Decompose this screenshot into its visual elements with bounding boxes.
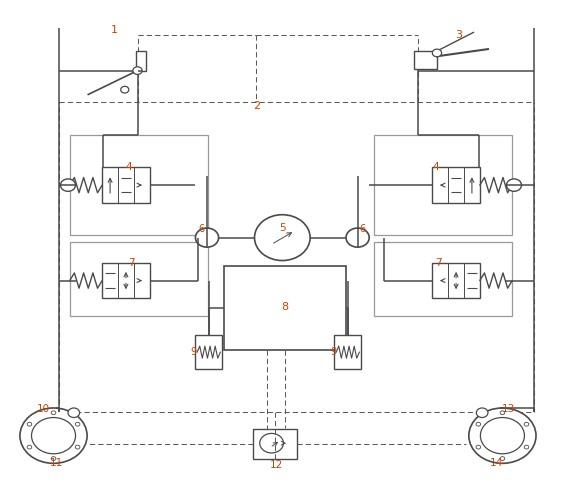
Circle shape — [506, 179, 521, 192]
Bar — [432, 167, 480, 203]
Bar — [335, 336, 361, 369]
Text: 7: 7 — [435, 258, 442, 268]
Circle shape — [432, 49, 442, 57]
Bar — [414, 51, 437, 69]
Circle shape — [51, 456, 56, 460]
Text: 3: 3 — [456, 30, 463, 40]
Circle shape — [260, 433, 283, 453]
Circle shape — [500, 411, 505, 415]
Text: 5: 5 — [279, 223, 286, 233]
Circle shape — [27, 422, 32, 426]
Circle shape — [500, 456, 505, 460]
Circle shape — [476, 422, 481, 426]
Text: 4: 4 — [432, 162, 439, 172]
Circle shape — [480, 418, 524, 454]
Bar — [70, 135, 208, 235]
Text: 10: 10 — [37, 405, 50, 414]
Bar — [374, 135, 512, 235]
Circle shape — [51, 411, 56, 415]
Bar — [102, 263, 150, 299]
Text: 14: 14 — [490, 458, 503, 468]
Circle shape — [476, 445, 481, 449]
Bar — [432, 263, 480, 299]
Circle shape — [254, 215, 310, 261]
Bar — [136, 50, 146, 71]
Circle shape — [469, 408, 536, 463]
Circle shape — [524, 422, 529, 426]
Circle shape — [31, 418, 76, 454]
Text: 11: 11 — [50, 458, 63, 468]
Text: 6: 6 — [359, 224, 365, 234]
Text: 6: 6 — [198, 224, 205, 234]
Circle shape — [20, 408, 87, 463]
Bar — [102, 167, 150, 203]
Text: 9: 9 — [330, 347, 336, 357]
Circle shape — [120, 86, 129, 93]
Circle shape — [61, 179, 76, 192]
Circle shape — [75, 445, 80, 449]
Text: 1: 1 — [111, 25, 118, 35]
Circle shape — [196, 228, 219, 247]
Text: 4: 4 — [126, 162, 132, 172]
Text: 12: 12 — [270, 460, 283, 470]
Text: 13: 13 — [502, 405, 515, 414]
Circle shape — [346, 228, 369, 247]
Bar — [374, 242, 512, 316]
Circle shape — [524, 445, 529, 449]
Bar — [253, 429, 297, 458]
Bar — [196, 336, 222, 369]
Circle shape — [68, 408, 80, 418]
Bar — [70, 242, 208, 316]
Circle shape — [476, 408, 488, 418]
Circle shape — [27, 445, 32, 449]
Text: 8: 8 — [282, 302, 289, 312]
Text: 7: 7 — [129, 258, 135, 268]
Circle shape — [133, 67, 142, 74]
Bar — [225, 266, 346, 350]
Text: 9: 9 — [191, 347, 197, 357]
Circle shape — [75, 422, 80, 426]
Text: 2: 2 — [253, 101, 260, 111]
